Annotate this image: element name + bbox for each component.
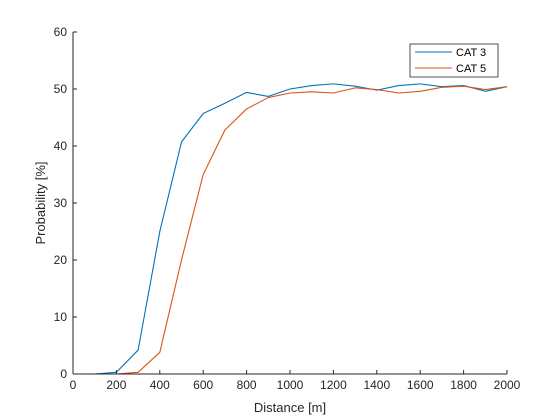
legend-entry-cat-5: CAT 5 [456,63,486,75]
y-tick-label: 20 [54,253,68,267]
x-tick-label: 1200 [320,378,347,392]
x-tick-label: 0 [70,378,77,392]
x-tick-label: 2000 [494,378,521,392]
axes [72,31,508,375]
series-line-cat-3 [94,83,508,375]
x-tick-label: 1400 [363,378,390,392]
x-tick-label: 800 [237,378,257,392]
y-tick-label: 0 [60,367,67,381]
plot-area [73,32,507,374]
x-tick-label: 1000 [277,378,304,392]
tick-labels: 0 200 400 600 800 1000 1200 1400 1600 1800 2000 0 10… [54,25,521,392]
y-tick-label: 50 [54,82,68,96]
x-tick-label: 400 [150,378,170,392]
y-axis-label: Probability [%] [33,161,48,244]
legend-box [409,43,499,78]
x-tick-label: 200 [106,378,126,392]
series-line-cat-5 [94,85,508,375]
x-tick-label: 1800 [450,378,477,392]
y-tick-label: 30 [54,196,68,210]
x-tick-label: 1600 [407,378,434,392]
series-lines [94,83,508,375]
x-tick-label: 600 [193,378,213,392]
x-axis-label: Distance [m] [254,400,326,415]
y-tick-label: 60 [54,25,68,39]
y-tick-label: 10 [54,310,68,324]
y-tick-label: 40 [54,139,68,153]
legend-entry-cat-3: CAT 3 [456,47,486,59]
legend: CAT 3 CAT 5 [409,43,499,78]
